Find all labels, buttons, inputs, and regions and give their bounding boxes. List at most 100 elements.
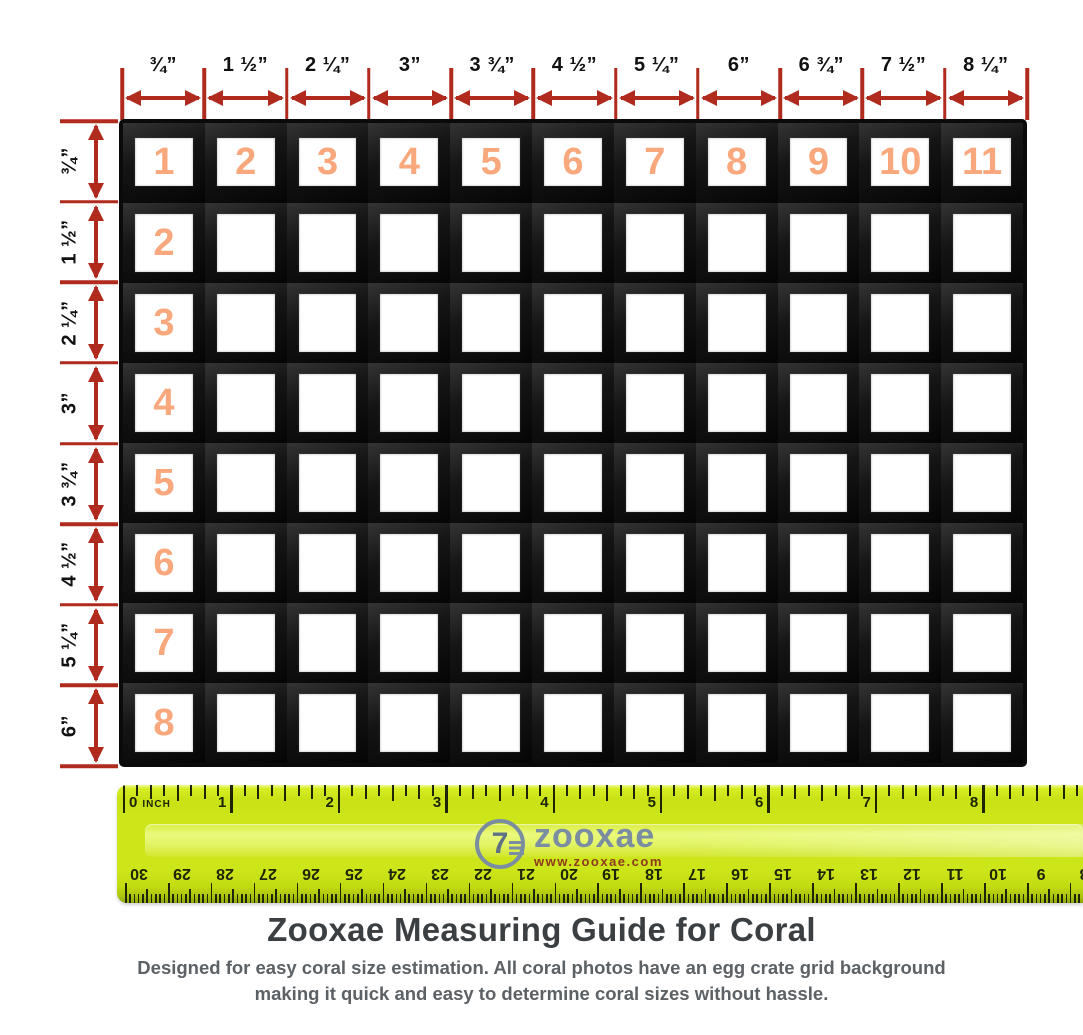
grid-cell-opening <box>544 614 602 672</box>
grid-cell-opening <box>380 374 439 432</box>
left-scale-segment: 3” <box>58 363 120 444</box>
ruler-cm-tick <box>760 894 763 903</box>
ruler-inch-tick <box>270 785 273 796</box>
ruler-cm-tick <box>442 894 445 903</box>
ruler-inch-tick <box>364 785 367 799</box>
ruler-cm-tick <box>498 894 501 903</box>
grid-cell-opening: 5 <box>135 454 193 512</box>
grid-cell <box>695 523 778 603</box>
dimension-arrow-horizontal <box>865 90 942 105</box>
ruler-cm-tick <box>679 894 681 903</box>
ruler-cm-tick <box>743 894 746 903</box>
subtitle-line-1: Designed for easy coral size estimation.… <box>137 957 946 978</box>
ruler-cm-tick <box>399 894 402 903</box>
grid-cell: 1 <box>123 123 205 203</box>
top-scale-label: 2 ¼” <box>304 54 351 76</box>
ruler-inch-tick <box>203 785 206 799</box>
grid-cell-opening <box>298 454 357 512</box>
ruler-cm-tick <box>1026 883 1029 903</box>
ruler-inch-tick <box>566 785 569 796</box>
left-scale-label: 1 ½” <box>58 219 81 265</box>
grid-cell <box>450 363 533 443</box>
top-scale-segment: 7 ½” <box>862 54 944 120</box>
ruler-cm-tick <box>975 894 977 903</box>
ruler-cm-tick <box>150 894 153 903</box>
zooxae-website: www.zooxae.com <box>534 854 663 869</box>
grid-cell: 8 <box>123 683 205 763</box>
ruler-inch-tick <box>136 785 139 796</box>
ruler-inch-tick <box>982 785 985 813</box>
ruler-cm-tick <box>726 883 728 903</box>
grid-cell-opening <box>789 694 848 752</box>
zooxae-brand-name: zooxae <box>534 817 656 855</box>
grid-cell <box>613 683 696 763</box>
grid-cell <box>695 363 778 443</box>
grid-cell: 2 <box>123 203 205 283</box>
grid-cell-opening <box>380 294 439 352</box>
grid-cell-opening <box>544 214 602 272</box>
grid-cell-opening <box>625 694 684 752</box>
ruler-inch-number: 4 <box>540 794 549 811</box>
grid-cell-number: 8 <box>153 702 175 744</box>
ruler-cm-tick <box>417 894 419 903</box>
ruler-cm-tick <box>494 894 496 903</box>
ruler-inch-tick <box>1022 785 1025 796</box>
top-scale-label: 3 ¾” <box>469 54 515 76</box>
ruler-cm-tick <box>567 894 569 903</box>
ruler-cm-tick <box>829 894 831 903</box>
grid-cell-number: 11 <box>962 141 1003 183</box>
dimension-arrow-horizontal <box>700 90 778 105</box>
ruler-inch-tick <box>257 785 260 799</box>
grid-cell: 5 <box>123 443 205 523</box>
ruler-cm-tick <box>868 894 870 903</box>
ruler-inch-tick <box>324 785 327 796</box>
ruler-inch-tick <box>445 785 448 813</box>
ruler-cm-tick <box>507 894 509 903</box>
grid-cell-opening: 10 <box>871 138 930 186</box>
grid-cell: 11 <box>941 123 1023 203</box>
grid-cell <box>613 523 696 603</box>
ruler-cm-tick <box>1022 894 1025 903</box>
ruler-cm-tick <box>318 889 320 903</box>
dimension-arrow-vertical <box>88 124 103 199</box>
grid-cell-opening: 4 <box>135 374 193 432</box>
grid-cell <box>941 523 1023 603</box>
grid-cell <box>368 203 451 283</box>
grid-cell-opening <box>380 214 439 272</box>
ruler-cm-tick <box>996 894 999 903</box>
ruler-cm-tick <box>210 883 213 903</box>
grid-cell-opening <box>216 614 275 672</box>
ruler-cm-tick <box>880 894 883 903</box>
ruler-cm-number: 28 <box>215 865 234 882</box>
ruler-cm-tick <box>545 894 548 903</box>
ruler-cm-tick <box>928 894 930 903</box>
dimension-arrow-horizontal <box>371 90 449 105</box>
ruler-cm-tick <box>984 883 986 903</box>
ruler-cm-tick <box>601 894 604 903</box>
grid-cell-opening <box>871 374 930 432</box>
ruler-cm-tick <box>936 894 939 903</box>
grid-cell <box>777 203 860 283</box>
dimension-arrow-vertical <box>88 607 103 682</box>
ruler-inch-tick <box>123 785 126 813</box>
grid-cell <box>532 523 614 603</box>
ruler-cm-tick <box>339 883 342 903</box>
grid-cell: 6 <box>532 123 614 203</box>
grid-cell-number: 1 <box>153 141 175 183</box>
ruler-cm-number: 22 <box>473 865 492 882</box>
ruler-cm-tick <box>670 894 673 903</box>
ruler-cm-tick <box>734 894 737 903</box>
ruler-inch-tick <box>646 785 649 796</box>
ruler-inch-tick <box>431 785 434 796</box>
dimension-arrow-vertical <box>88 365 103 441</box>
grid-cell-opening <box>871 454 930 512</box>
grid-cell-opening <box>216 694 275 752</box>
ruler-cm-tick <box>434 894 436 903</box>
ruler-cm-tick <box>541 894 544 903</box>
ruler-cm-tick <box>305 894 307 903</box>
ruler-cm-tick <box>391 894 393 903</box>
grid-cell-opening: 8 <box>707 138 766 186</box>
ruler-cm-tick <box>1078 894 1081 903</box>
ruler-cm-tick <box>764 894 767 903</box>
grid-cell <box>532 283 614 363</box>
